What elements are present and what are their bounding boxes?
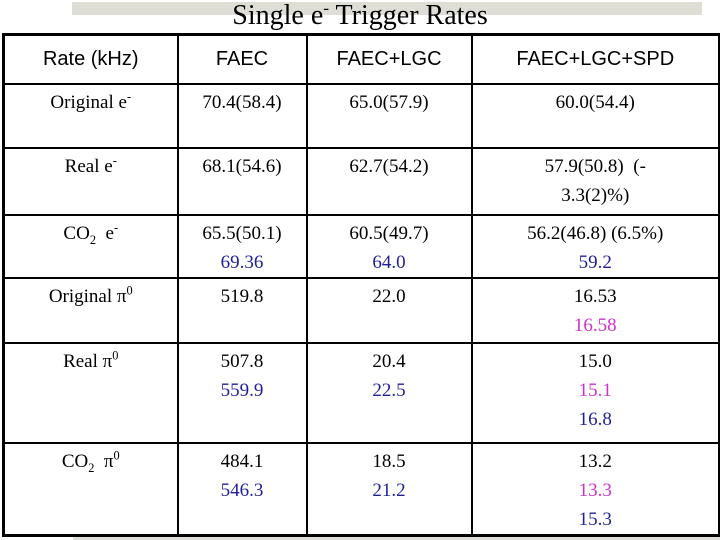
table-cell: 507.8 559.9 xyxy=(176,341,308,444)
row-label: CO2 e- xyxy=(2,213,179,279)
cell-value: 13.3 xyxy=(578,479,612,501)
row-label: CO2 π0 xyxy=(2,441,179,536)
cell-value: 546.3 xyxy=(220,479,264,501)
cell-value: 15.1 xyxy=(578,379,612,401)
cell-value: 59.2 xyxy=(578,251,612,273)
row-label: Original π0 xyxy=(2,276,179,344)
column-header-2: FAEC+LGC xyxy=(305,33,473,85)
table-row: Real π0 507.8 559.9 20.4 22.5 15.0 15.1 16.8 xyxy=(2,341,720,444)
cell-value: 16.58 xyxy=(573,314,617,336)
row-label-superscript: - xyxy=(126,89,132,104)
title-superscript: - xyxy=(323,0,330,18)
cell-value: 16.8 xyxy=(578,408,612,430)
title-text: Single e xyxy=(232,0,324,31)
page-title: Single e- Trigger Rates xyxy=(0,0,720,32)
cell-value: 13.2 xyxy=(578,450,612,472)
table-cell: 62.7(54.2) xyxy=(305,146,473,216)
table-row: Real e- 68.1(54.6) 62.7(54.2) 57.9(50.8) (-… xyxy=(2,146,720,216)
table-cell: 20.4 22.5 xyxy=(305,341,473,444)
cell-value: 15.0 xyxy=(578,350,612,372)
column-header-3: FAEC+LGC+SPD xyxy=(470,33,720,85)
cell-value: 65.5(50.1) xyxy=(202,222,282,244)
row-label-subscript: 2 xyxy=(88,460,95,475)
row-label: Original e- xyxy=(2,82,179,149)
cell-value: 68.1(54.6) xyxy=(202,155,282,177)
row-label-superscript: 0 xyxy=(126,283,133,298)
table-cell: 15.0 15.1 16.8 xyxy=(470,341,720,444)
table-cell: 65.0(57.9) xyxy=(305,82,473,149)
title-text-tail: Trigger Rates xyxy=(329,0,488,31)
row-label-text: e xyxy=(96,222,114,244)
table-body: Original e- 70.4(58.4) 65.0(57.9) 60.0(54.4… xyxy=(2,82,720,536)
table-cell: 16.53 16.58 xyxy=(470,276,720,344)
row-label-text: Original e xyxy=(50,91,127,113)
row-label-text: π xyxy=(94,450,114,472)
table-cell: 22.0 xyxy=(305,276,473,344)
cell-value: 57.9(50.8) (- xyxy=(544,155,646,177)
table-cell: 519.8 xyxy=(176,276,308,344)
row-label-text: CO xyxy=(61,450,89,472)
table-cell: 60.5(49.7) 64.0 xyxy=(305,213,473,279)
table-cell: 57.9(50.8) (- 3.3(2)%) xyxy=(470,146,720,216)
trigger-rates-table: Rate (kHz) FAEC FAEC+LGC FAEC+LGC+SPD Origi… xyxy=(2,33,720,537)
table-cell: 65.5(50.1) 69.36 xyxy=(176,213,308,279)
cell-value: 64.0 xyxy=(372,251,406,273)
cell-value: 56.2(46.8) (6.5%) xyxy=(527,222,664,244)
cell-value: 70.4(58.4) xyxy=(202,91,282,113)
cell-value: 3.3(2)%) xyxy=(561,184,630,206)
cell-value: 62.7(54.2) xyxy=(349,155,429,177)
row-label-subscript: 2 xyxy=(89,232,96,247)
table-header-row: Rate (kHz) FAEC FAEC+LGC FAEC+LGC+SPD xyxy=(2,33,720,85)
cell-value: 60.5(49.7) xyxy=(349,222,429,244)
table-row: CO2 e- 65.5(50.1) 69.36 60.5(49.7) 64.0 56.2(… xyxy=(2,213,720,279)
cell-value: 69.36 xyxy=(220,251,264,273)
table-cell: 70.4(58.4) xyxy=(176,82,308,149)
cell-value: 15.3 xyxy=(578,508,612,530)
column-header-1: FAEC xyxy=(176,33,308,85)
cell-value: 22.0 xyxy=(372,285,406,307)
row-label: Real π0 xyxy=(2,341,179,444)
title-highlight-band xyxy=(72,2,702,15)
cell-value: 559.9 xyxy=(220,379,264,401)
table-row: CO2 π0 484.1 546.3 18.5 21.2 13.2 13.3 15.3 xyxy=(2,441,720,536)
row-label-text: Real e xyxy=(64,155,113,177)
cell-value: 60.0(54.4) xyxy=(555,91,635,113)
table-cell: 56.2(46.8) (6.5%) 59.2 xyxy=(470,213,720,279)
cell-value: 507.8 xyxy=(220,350,264,372)
cell-value: 22.5 xyxy=(372,379,406,401)
cell-value: 21.2 xyxy=(372,479,406,501)
table-cell: 484.1 546.3 xyxy=(176,441,308,536)
row-label-text: CO xyxy=(63,222,90,244)
cell-value: 519.8 xyxy=(220,285,264,307)
cell-value: 484.1 xyxy=(220,450,264,472)
table-cell: 18.5 21.2 xyxy=(305,441,473,536)
cell-value: 20.4 xyxy=(372,350,406,372)
row-label-superscript: 0 xyxy=(113,448,120,463)
cell-value: 18.5 xyxy=(372,450,406,472)
row-label-superscript: - xyxy=(113,220,119,235)
row-label: Real e- xyxy=(2,146,179,216)
cell-value: 65.0(57.9) xyxy=(349,91,429,113)
row-label-text: Real π xyxy=(63,350,113,372)
cell-value: 16.53 xyxy=(573,285,617,307)
column-header-0: Rate (kHz) xyxy=(2,33,179,85)
table-cell: 68.1(54.6) xyxy=(176,146,308,216)
row-label-text: Original π xyxy=(48,285,127,307)
table-row: Original e- 70.4(58.4) 65.0(57.9) 60.0(54.4… xyxy=(2,82,720,149)
table-cell: 13.2 13.3 15.3 xyxy=(470,441,720,536)
table-cell: 60.0(54.4) xyxy=(470,82,720,149)
row-label-superscript: - xyxy=(112,153,117,168)
table-row: Original π0 519.8 22.0 16.53 16.58 xyxy=(2,276,720,344)
row-label-superscript: 0 xyxy=(112,348,119,363)
